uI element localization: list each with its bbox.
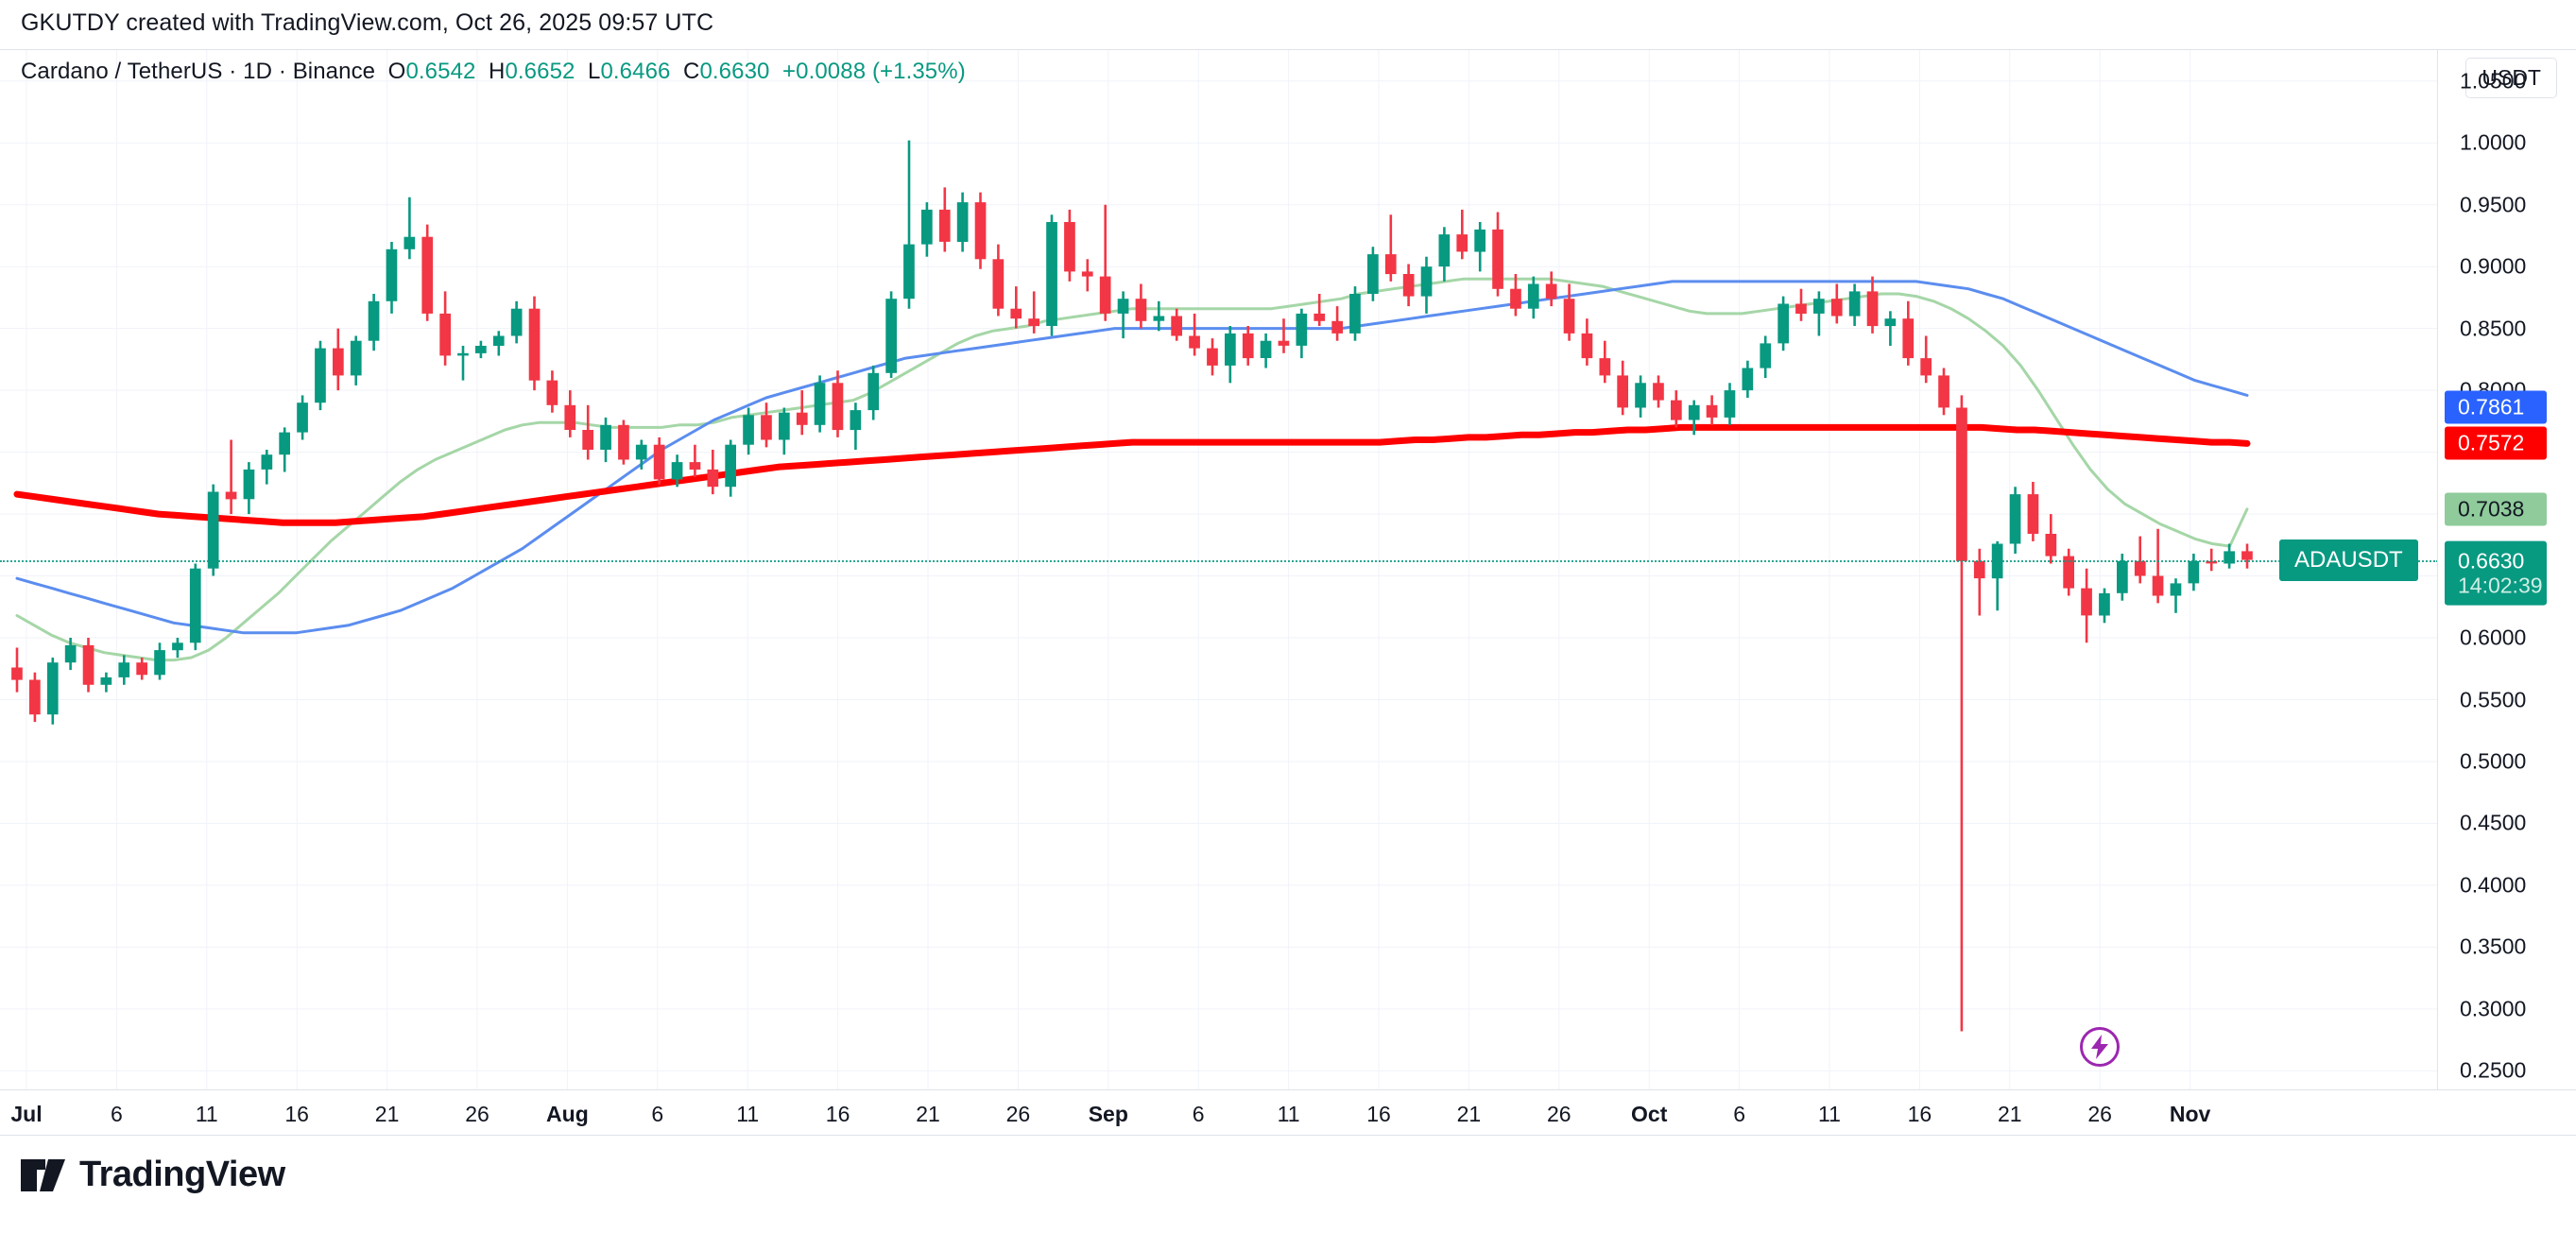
- time-tick-label: 16: [1366, 1102, 1391, 1126]
- time-tick-label: 16: [1907, 1102, 1932, 1126]
- time-tick-label: Nov: [2169, 1102, 2211, 1126]
- price-tick-label: 0.2500: [2460, 1057, 2527, 1083]
- time-tick-label: Aug: [546, 1102, 589, 1126]
- time-tick-label: 11: [736, 1102, 760, 1126]
- legend-close-label: C: [683, 59, 700, 84]
- current-price-line: [0, 559, 2437, 562]
- lightning-bolt-icon[interactable]: [2080, 1027, 2121, 1067]
- time-tick-label: 26: [1547, 1102, 1571, 1126]
- price-tick-label: 0.6000: [2460, 625, 2527, 650]
- price-tick-label: 1.0000: [2460, 129, 2527, 155]
- time-tick-label: 21: [1456, 1102, 1482, 1126]
- ma-price-badge[interactable]: 0.7038: [2445, 492, 2547, 526]
- legend-low-label: L: [588, 59, 601, 84]
- chart-frame: ADAUSDT USDT 1.0500 1.0000 0.9500 0.9000 0.8…: [0, 49, 2576, 1136]
- tradingview-brand-label: TradingView: [79, 1155, 285, 1194]
- time-tick-label: 6: [1733, 1102, 1745, 1126]
- chart-legend[interactable]: Cardano / TetherUS · 1D · Binance O0.654…: [21, 59, 966, 85]
- time-tick-label: 21: [916, 1102, 940, 1126]
- time-tick-label: 16: [284, 1102, 309, 1126]
- price-scale[interactable]: USDT 1.0500 1.0000 0.9500 0.9000 0.8500 0.800…: [2439, 50, 2576, 1089]
- price-tick-label: 1.0500: [2460, 68, 2527, 94]
- legend-high-label: H: [489, 59, 506, 84]
- bar-countdown: 14:02:39: [2458, 573, 2543, 598]
- ma-price-badge[interactable]: 0.7572: [2445, 426, 2547, 460]
- tradingview-logo-icon: [21, 1158, 65, 1191]
- price-tick-label: 0.3500: [2460, 933, 2527, 959]
- legend-interval[interactable]: 1D: [243, 59, 273, 84]
- time-tick-label: Jul: [10, 1102, 43, 1126]
- time-tick-label: 16: [825, 1102, 850, 1126]
- price-tick-label: 0.8500: [2460, 316, 2527, 341]
- time-tick-label: 26: [465, 1102, 489, 1126]
- time-tick-label: 21: [1998, 1102, 2022, 1126]
- time-tick-label: Oct: [1631, 1102, 1668, 1126]
- legend-symbol[interactable]: Cardano / TetherUS: [21, 59, 223, 84]
- price-tick-label: 0.9500: [2460, 192, 2527, 217]
- time-tick-label: 11: [1277, 1102, 1300, 1126]
- symbol-price-tag[interactable]: ADAUSDT: [2279, 539, 2418, 581]
- legend-high-value: 0.6652: [505, 59, 575, 84]
- price-tick-label: 0.5000: [2460, 748, 2527, 774]
- time-tick-label: 11: [195, 1102, 218, 1126]
- legend-open-value: 0.6542: [405, 59, 476, 84]
- chart-plot-area[interactable]: ADAUSDT: [0, 50, 2438, 1089]
- price-tick-label: 0.5500: [2460, 687, 2527, 711]
- legend-exchange[interactable]: Binance: [292, 59, 376, 84]
- price-tick-label: 0.3000: [2460, 996, 2527, 1021]
- time-tick-label: 21: [374, 1102, 400, 1126]
- tradingview-footer: TradingView: [21, 1155, 285, 1195]
- time-tick-label: 6: [1192, 1102, 1205, 1126]
- time-tick-label: 26: [2087, 1102, 2112, 1126]
- price-tick-label: 0.9000: [2460, 253, 2527, 279]
- ma-price-badge[interactable]: 0.7861: [2445, 390, 2547, 424]
- time-tick-label: 11: [1818, 1102, 1841, 1126]
- legend-low-value: 0.6466: [600, 59, 671, 84]
- legend-open-label: O: [387, 59, 406, 84]
- legend-close-value: 0.6630: [699, 59, 770, 84]
- legend-change-percent: (+1.35%): [871, 59, 966, 84]
- last-price-value: 0.6630: [2458, 548, 2525, 574]
- price-tick-label: 0.4500: [2460, 810, 2527, 835]
- price-tick-label: 0.4000: [2460, 872, 2527, 898]
- price-unit-chip: USDT: [2465, 58, 2557, 98]
- legend-change: +0.0088: [782, 59, 867, 84]
- time-tick-label: 6: [651, 1102, 664, 1126]
- time-scale[interactable]: Jul 6 11 16 21 26 Aug 6 11 16 21 26 Sep 6 11 16 21 26 Oct 6…: [0, 1089, 2576, 1137]
- last-price-badge[interactable]: 0.6630 14:02:39: [2445, 540, 2547, 606]
- lightning-glyph: [2091, 1035, 2109, 1059]
- time-tick-label: 6: [110, 1102, 123, 1126]
- time-tick-label: 26: [1005, 1102, 1031, 1126]
- time-tick-label: Sep: [1088, 1102, 1128, 1126]
- legend-sep: ·: [229, 59, 237, 84]
- attribution-text: GKUTDY created with TradingView.com, Oct…: [21, 9, 714, 36]
- legend-sep-2: ·: [278, 59, 286, 84]
- candlestick-canvas: [0, 50, 2437, 1089]
